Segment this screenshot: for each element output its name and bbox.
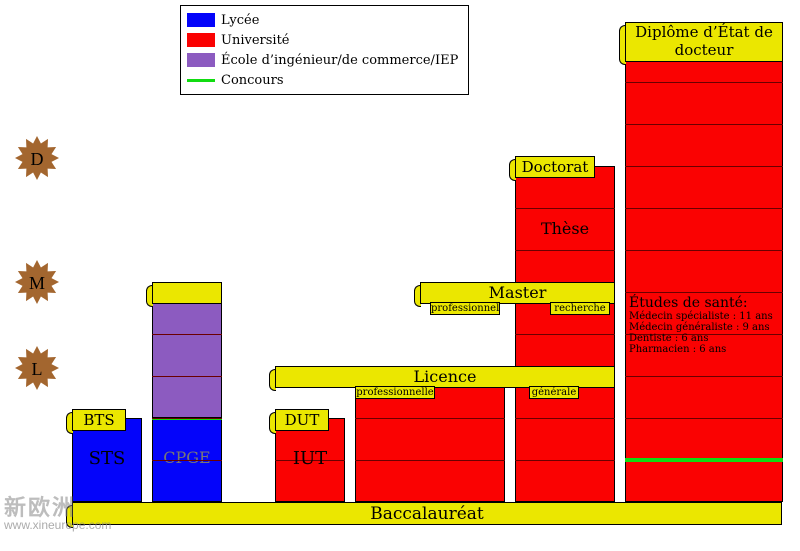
concours-line <box>625 458 783 462</box>
label-iut: IUT <box>275 448 345 469</box>
sub-degree-label: générale <box>529 386 579 399</box>
year-gridline <box>625 292 783 293</box>
year-gridline <box>625 250 783 251</box>
seal-L: L <box>15 346 59 390</box>
label-these: Thèse <box>515 219 615 238</box>
degree-band: Diplôme d’État de docteur <box>625 22 783 62</box>
baccalaureat-band: Baccalauréat <box>72 502 782 525</box>
seal-D: D <box>15 136 59 180</box>
year-gridline <box>152 418 222 419</box>
year-gridline <box>515 250 615 251</box>
sante-info: Études de santé:Médecin spécialiste : 11… <box>629 295 781 355</box>
year-gridline <box>152 460 222 461</box>
legend: LycéeUniversitéÉcole d’ingénieur/de comm… <box>180 5 469 95</box>
year-gridline <box>625 418 783 419</box>
legend-item: Université <box>187 30 458 50</box>
year-gridline <box>625 376 783 377</box>
year-gridline <box>625 208 783 209</box>
seal-M: M <box>15 260 59 304</box>
year-gridline <box>515 418 615 419</box>
column-ecole <box>152 292 222 418</box>
label-sts: STS <box>72 448 142 469</box>
svg-text:D: D <box>31 149 44 169</box>
legend-item: Concours <box>187 70 458 90</box>
year-gridline <box>515 460 615 461</box>
degree-band: BTS <box>72 409 126 431</box>
svg-text:L: L <box>32 359 43 379</box>
degree-band: Doctorat <box>515 156 595 178</box>
year-gridline <box>515 334 615 335</box>
label-cpge: CPGE <box>152 448 222 467</box>
sub-degree-label: professionnelle <box>355 386 435 399</box>
legend-item: École d’ingénieur/de commerce/IEP <box>187 50 458 70</box>
year-gridline <box>625 82 783 83</box>
year-gridline <box>152 334 222 335</box>
degree-band: DUT <box>275 409 329 431</box>
degree-band: Licence <box>275 366 615 388</box>
column-sante <box>625 40 783 502</box>
year-gridline <box>152 376 222 377</box>
year-gridline <box>355 460 505 461</box>
degree-band: Master <box>420 282 615 304</box>
degree-band <box>152 282 222 304</box>
watermark-url: www.xineurope.com <box>4 518 111 532</box>
sub-degree-label: professionnel <box>430 302 500 315</box>
year-gridline <box>625 166 783 167</box>
year-gridline <box>625 124 783 125</box>
year-gridline <box>355 418 505 419</box>
sub-degree-label: recherche <box>550 302 610 315</box>
svg-text:M: M <box>29 273 45 293</box>
year-gridline <box>515 208 615 209</box>
legend-item: Lycée <box>187 10 458 30</box>
